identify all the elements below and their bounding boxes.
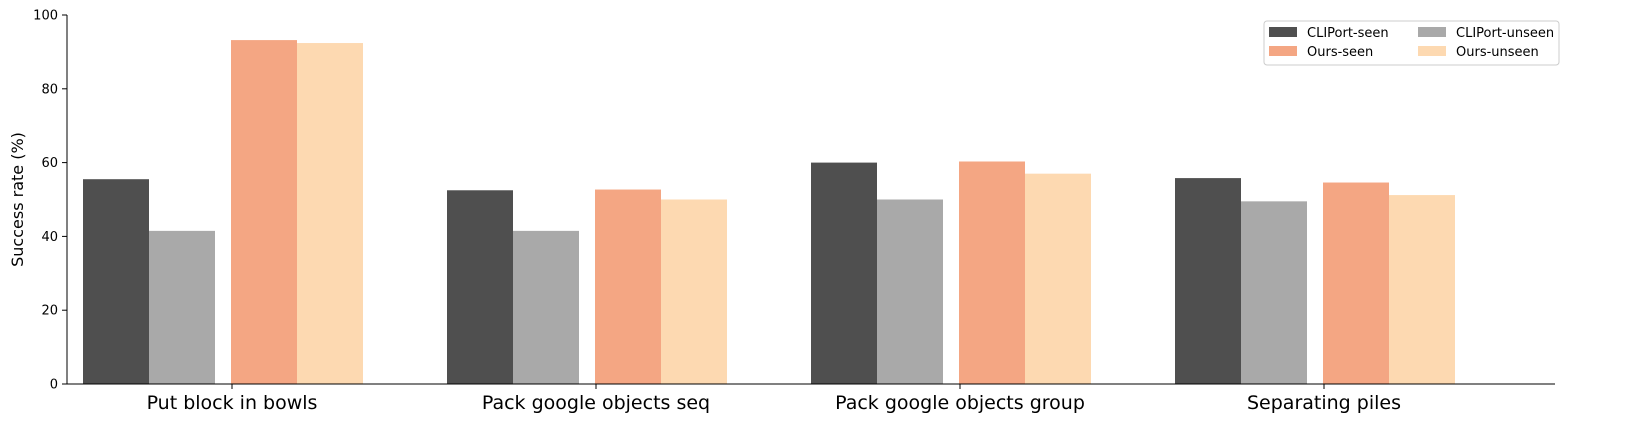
bar-ours-unseen-3: [1389, 195, 1455, 384]
bar-cliport-seen-2: [811, 162, 877, 384]
y-tick-label: 20: [41, 304, 58, 319]
y-tick-label: 80: [41, 82, 58, 97]
legend-frame: [1263, 20, 1560, 66]
bar-ours-seen-1: [595, 189, 661, 384]
bar-cliport-unseen-3: [1241, 201, 1307, 384]
legend-swatch: [1269, 27, 1297, 37]
y-tick-label: 60: [41, 156, 58, 171]
bars-group: [83, 40, 1455, 384]
bar-ours-seen-2: [959, 161, 1025, 384]
y-axis-title: Success rate (%): [8, 132, 27, 267]
legend-swatch: [1418, 46, 1446, 56]
x-tick-label: Pack google objects group: [835, 392, 1085, 414]
y-tick-label: 40: [41, 230, 58, 245]
y-tick-label: 100: [33, 9, 58, 24]
bar-cliport-unseen-0: [149, 230, 215, 384]
legend-label: CLIPort-seen: [1307, 26, 1389, 41]
bar-ours-seen-0: [231, 40, 297, 384]
bar-cliport-unseen-2: [877, 199, 943, 384]
legend: CLIPort-seen Ours-seen CLIPort-unseen Ours-…: [1263, 20, 1560, 66]
legend-swatch: [1269, 46, 1297, 56]
x-tick-label: Separating piles: [1247, 392, 1401, 414]
x-tick-label: Pack google objects seq: [482, 392, 710, 414]
y-tick-label: 0: [50, 378, 58, 393]
bar-cliport-seen-3: [1175, 178, 1241, 384]
legend-label: Ours-seen: [1307, 45, 1373, 60]
y-ticks-group: 0 20 40 60 80 100: [33, 9, 67, 393]
legend-label: Ours-unseen: [1456, 45, 1539, 60]
bar-ours-seen-3: [1323, 182, 1389, 384]
bar-ours-unseen-2: [1025, 173, 1091, 384]
bar-cliport-unseen-1: [513, 230, 579, 384]
x-ticks-group: Put block in bowls Pack google objects se…: [147, 384, 1401, 414]
bar-cliport-seen-0: [83, 179, 149, 384]
legend-swatch: [1418, 27, 1446, 37]
bar-cliport-seen-1: [447, 190, 513, 384]
bar-ours-unseen-0: [297, 43, 363, 384]
x-tick-label: Put block in bowls: [147, 392, 318, 414]
bar-ours-unseen-1: [661, 199, 727, 384]
legend-label: CLIPort-unseen: [1456, 26, 1554, 41]
